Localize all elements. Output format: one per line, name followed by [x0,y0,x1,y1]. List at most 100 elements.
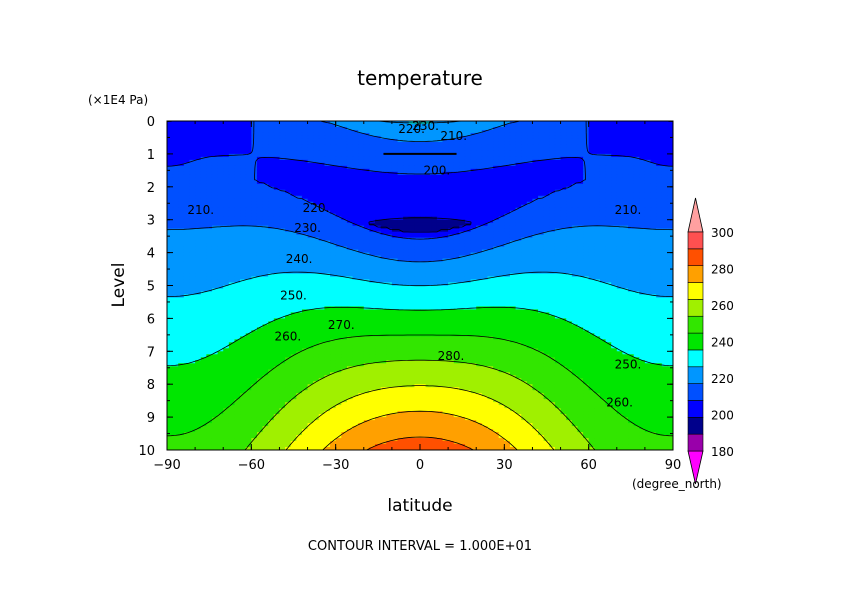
field-cell [571,168,579,173]
field-cell [431,225,438,230]
field-cell [262,141,269,146]
field-cell [234,156,241,161]
field-cell [425,147,432,152]
field-cell [318,183,326,188]
field-cell [594,141,601,146]
field-cell [543,258,550,263]
field-cell [543,183,550,188]
field-cell [599,195,607,200]
field-cell [543,156,550,161]
field-cell [313,171,320,176]
field-cell [588,249,595,254]
field-cell [358,213,365,218]
field-cell [211,249,219,254]
field-cell [228,138,236,143]
field-cell [442,183,449,188]
field-cell [515,198,522,203]
field-cell [386,138,393,143]
field-cell [167,171,174,176]
field-cell [532,180,539,185]
field-cell [487,150,494,155]
field-cell [543,153,550,158]
field-cell [599,255,607,260]
field-cell [341,177,348,182]
field-cell [554,162,562,167]
field-cell [560,132,567,137]
field-cell [476,138,483,143]
field-cell [386,255,393,260]
field-cell [245,123,252,128]
field-cell [616,234,623,239]
field-cell [206,252,213,257]
field-cell [285,252,292,257]
field-cell [313,216,320,221]
field-cell [273,147,281,152]
field-cell [639,204,646,209]
field-cell [571,126,579,131]
field-cell [566,240,573,245]
field-cell [352,165,359,170]
field-cell [532,192,539,197]
field-cell [167,168,174,173]
field-cell [481,210,489,215]
field-cell [200,126,207,131]
field-cell [296,159,303,164]
field-cell [442,198,449,203]
field-cell [363,231,370,236]
field-cell [189,216,196,221]
field-cell [566,123,573,128]
field-cell [521,162,528,167]
field-cell [386,183,393,188]
field-cell [487,237,494,242]
field-cell [391,225,399,230]
field-cell [217,210,224,215]
field-cell [616,150,623,155]
field-cell [301,234,309,239]
field-cell [526,264,534,269]
field-cell [650,252,657,257]
field-cell [526,183,534,188]
field-cell [211,180,219,185]
field-cell [296,121,303,125]
field-cell [605,153,612,158]
field-cell [453,234,460,239]
field-cell [391,249,399,254]
field-cell [661,216,668,221]
field-cell [178,150,185,155]
field-cell [380,243,387,248]
field-cell [172,121,179,125]
field-cell [279,138,286,143]
field-cell [577,162,584,167]
field-cell [594,243,601,248]
field-cell [167,258,174,263]
field-cell [290,147,297,152]
field-cell [279,207,286,212]
field-cell [408,207,415,212]
field-cell [470,216,477,221]
field-cell [279,210,286,215]
field-cell [549,195,556,200]
field-cell [262,174,269,179]
field-cell [543,231,550,236]
field-cell [262,225,269,230]
field-cell [183,123,191,128]
field-cell [296,207,303,212]
field-cell [206,219,213,224]
field-cell [521,198,528,203]
field-cell [397,210,404,215]
field-cell [605,180,612,185]
field-cell [577,186,584,191]
field-cell [493,270,500,275]
field-cell [588,231,595,236]
field-cell [335,171,342,176]
field-cell [234,153,241,158]
field-cell [476,255,483,260]
field-cell [436,156,444,161]
field-cell [195,264,202,269]
field-cell [251,237,258,242]
field-cell [549,141,556,146]
field-cell [167,222,174,227]
field-cell [234,174,241,179]
field-cell [375,144,382,149]
field-cell [442,162,449,167]
